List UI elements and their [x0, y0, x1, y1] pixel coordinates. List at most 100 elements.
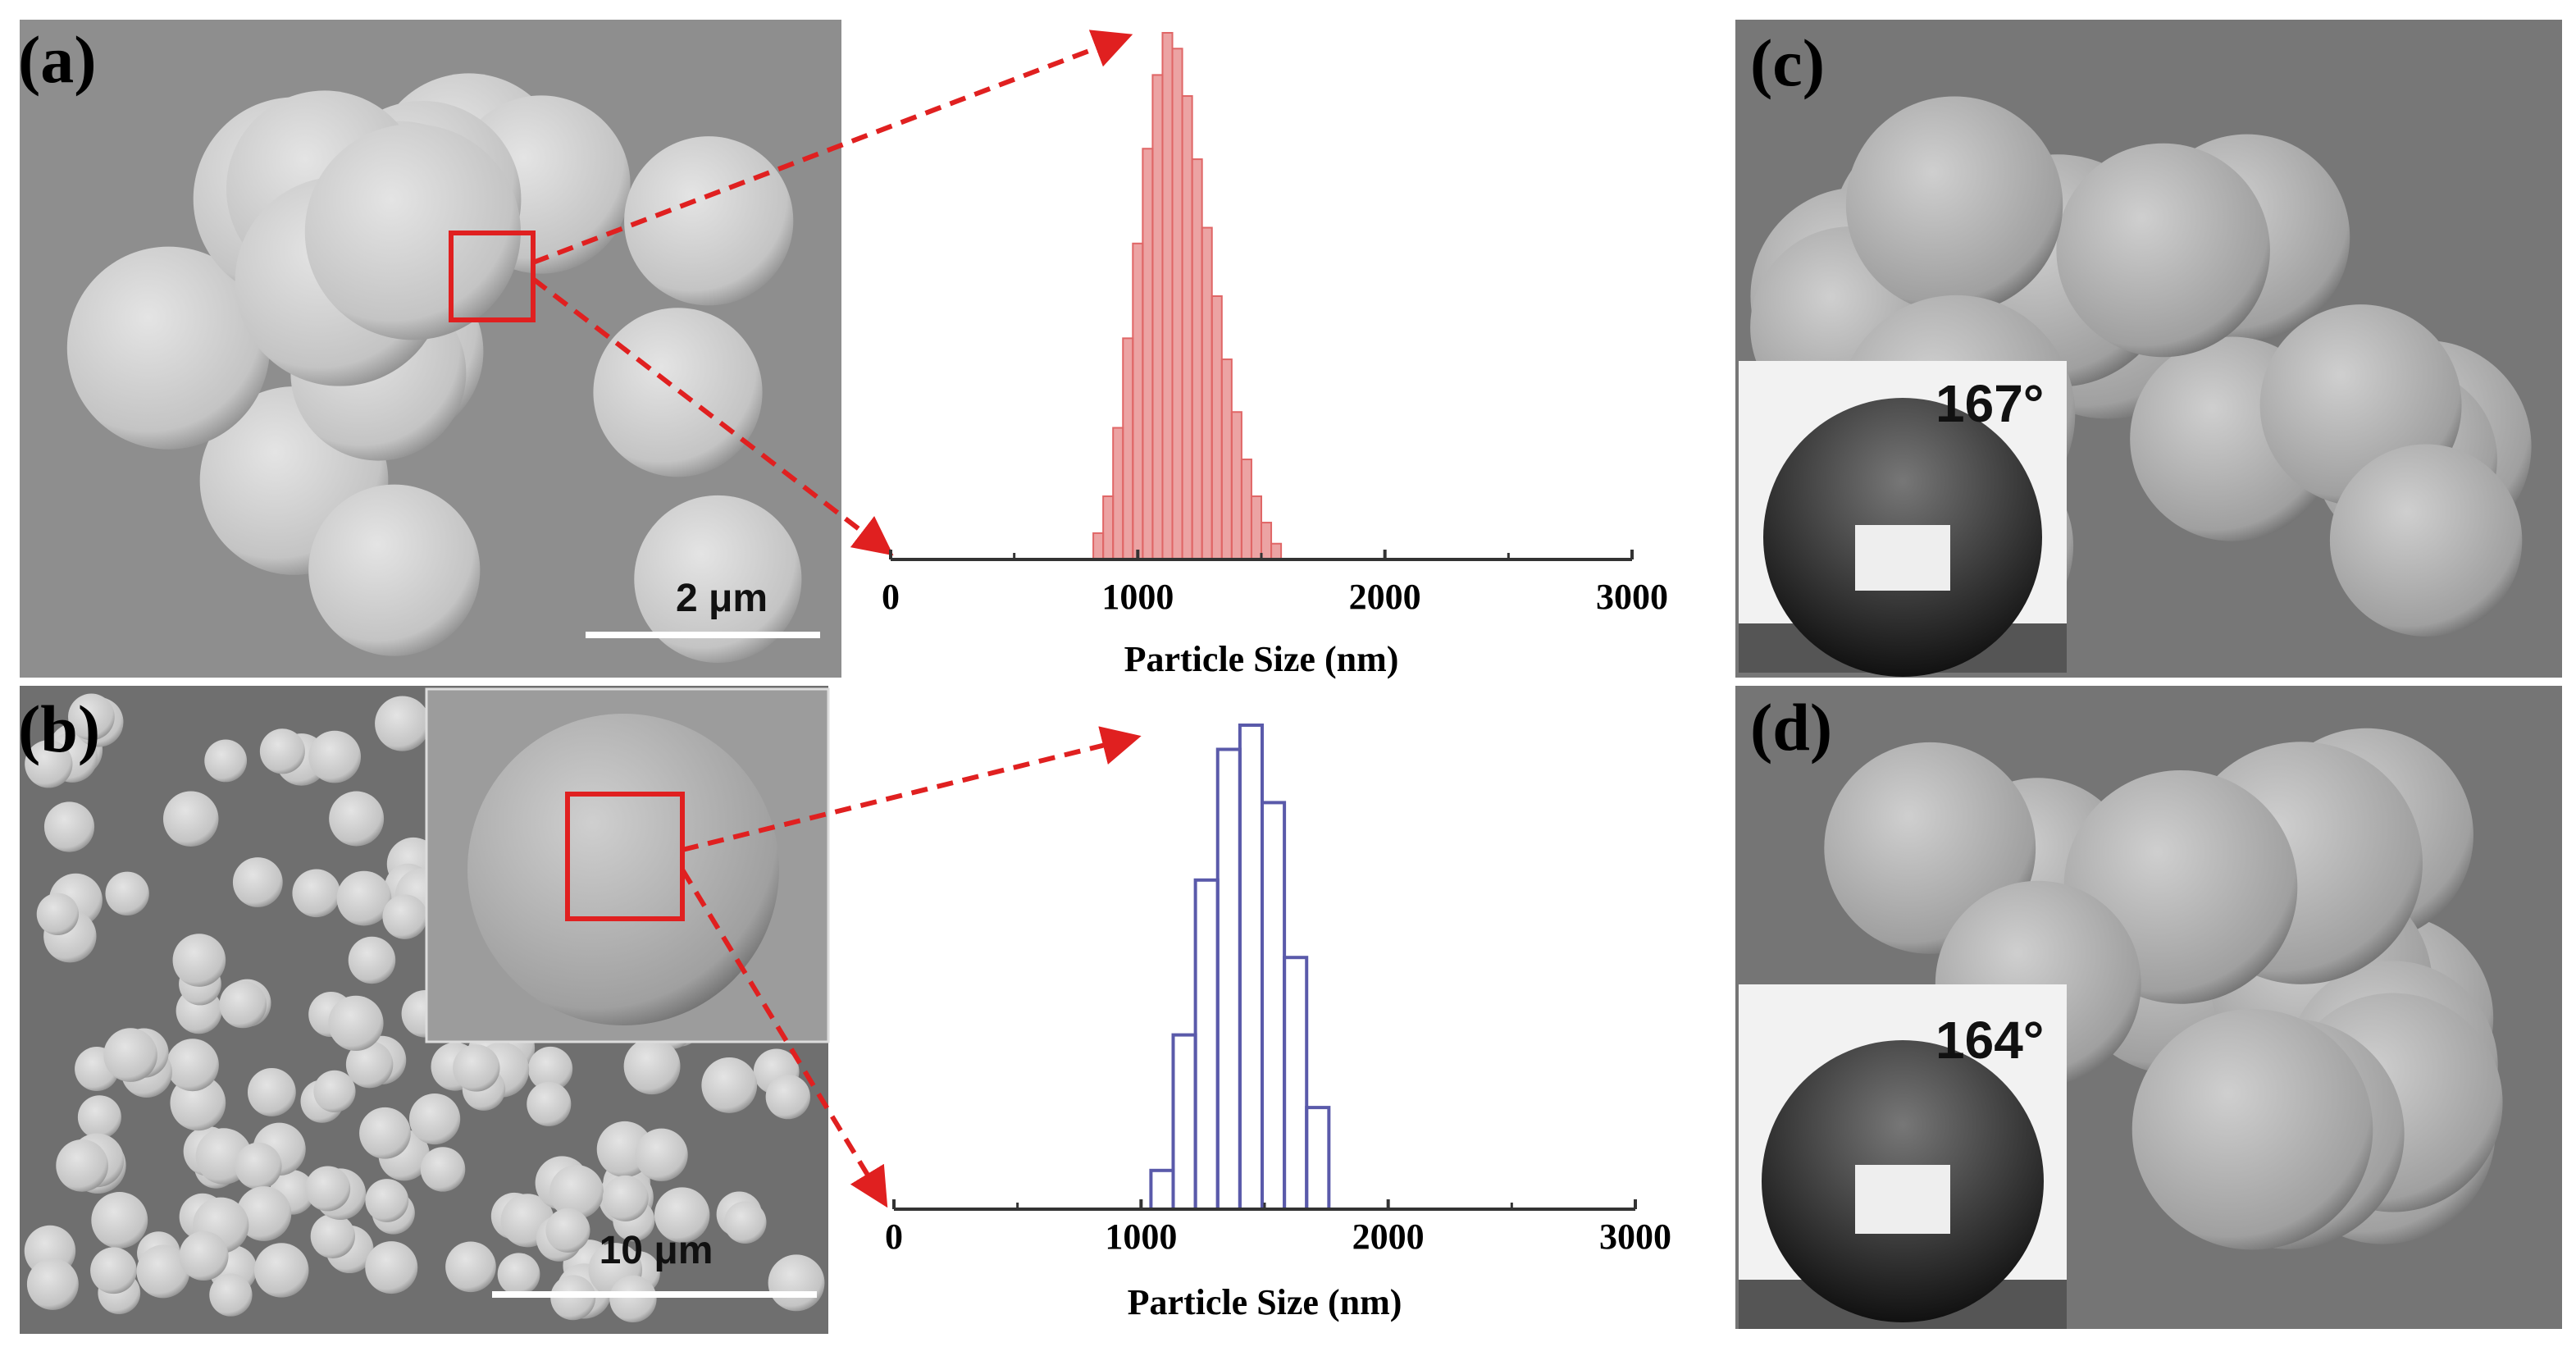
sem-particle [549, 1165, 604, 1220]
bar [1181, 95, 1193, 561]
bar [1250, 495, 1262, 561]
zoom-arrow [531, 30, 1133, 265]
sem-particle [91, 1192, 148, 1249]
bar [1151, 74, 1164, 561]
sem-particle [609, 1275, 657, 1323]
sem-particle [527, 1081, 572, 1126]
sem-particle [623, 1038, 681, 1095]
bar [1132, 242, 1144, 560]
sem-particle [723, 1201, 767, 1244]
contact-angle: 164° [1935, 1011, 2044, 1070]
x-tick-label: 2000 [1349, 577, 1421, 617]
bar [1122, 337, 1134, 560]
sem-particle [36, 893, 80, 935]
bar [1210, 295, 1223, 560]
zoom-arrow [680, 868, 888, 1208]
bar [1261, 522, 1273, 560]
bar [1201, 226, 1213, 560]
sem-particle [497, 1253, 540, 1296]
x-tick-label: 3000 [1596, 577, 1668, 617]
sem-particle [236, 1186, 292, 1241]
sem-particle [2131, 1008, 2373, 1250]
x-axis-label: Particle Size (nm) [1124, 639, 1399, 679]
sem-particle [545, 1208, 590, 1253]
sem-particle [305, 1166, 351, 1212]
sem-particle [308, 730, 362, 783]
sem-particle [329, 791, 385, 847]
bar [1270, 542, 1283, 560]
bar [1240, 459, 1252, 561]
bar [1092, 532, 1105, 561]
sem-particle [247, 1068, 296, 1116]
sem-particle [313, 1070, 356, 1112]
sem-particle [253, 1243, 309, 1298]
sem-particle [348, 936, 396, 984]
droplet-highlight [1855, 525, 1950, 591]
bar [1260, 801, 1287, 1212]
sem-particle [527, 1046, 573, 1092]
sem-particle [765, 1074, 811, 1120]
bar [1193, 878, 1220, 1212]
sem-particle [453, 1044, 500, 1092]
sem-particle [77, 1095, 121, 1139]
sem-particle [166, 1039, 219, 1092]
x-tick-label: 1000 [1105, 1217, 1177, 1257]
sem-particle [172, 934, 226, 987]
x-axis-label: Particle Size (nm) [1128, 1282, 1402, 1322]
sem-particle [292, 869, 341, 918]
bar [1149, 1168, 1175, 1212]
zoom-box [565, 792, 685, 921]
bar [1161, 32, 1174, 560]
sem-particle [420, 1147, 466, 1192]
bar [1112, 427, 1124, 560]
sem-particle [304, 124, 521, 340]
sem-particle [345, 1040, 394, 1089]
bar [1171, 1033, 1197, 1211]
x-tick-label: 0 [882, 577, 900, 617]
sem-particle [602, 1175, 649, 1221]
bar [1283, 956, 1309, 1211]
bar [1142, 148, 1154, 561]
sem-particle [179, 1230, 229, 1281]
bar [1171, 48, 1183, 560]
sem-particle [56, 1139, 108, 1192]
x-tick-label: 2000 [1352, 1217, 1425, 1257]
sem-particle [336, 870, 392, 926]
sem-particle [375, 696, 431, 751]
sem-particle [26, 1258, 79, 1310]
sem-particle [2329, 444, 2523, 637]
x-tick-label: 0 [885, 1217, 903, 1257]
sem-particle [2056, 143, 2270, 358]
bar [1238, 724, 1264, 1211]
sem-particle [162, 791, 219, 847]
panel-label: (d) [1750, 690, 1832, 765]
bar [1305, 1106, 1331, 1211]
sem-particle [701, 1057, 758, 1113]
sem-particle [90, 1247, 137, 1294]
sem-particle [382, 894, 427, 939]
sem-particle [103, 1028, 157, 1082]
sem-particle [654, 1187, 710, 1243]
x-tick-label: 1000 [1101, 577, 1174, 617]
bar [1215, 747, 1242, 1211]
sem-particle [25, 740, 73, 788]
sem-particle [365, 1241, 418, 1294]
sem-particle [365, 1179, 409, 1222]
sem-particle [68, 693, 115, 741]
bar [1102, 495, 1115, 561]
droplet-highlight [1855, 1165, 1950, 1234]
sem-particle [635, 1128, 688, 1181]
sem-particle [209, 1273, 253, 1317]
sem-particle [235, 1142, 282, 1189]
contact-angle: 167° [1935, 374, 2044, 433]
sem-particle [1845, 96, 2063, 313]
scale-bar-label: 2 μm [676, 577, 768, 620]
sem-particle [634, 495, 802, 663]
panel-label: (b) [18, 692, 100, 766]
panel-label: (c) [1750, 25, 1825, 100]
sem-particle [624, 136, 794, 306]
sem-particle [328, 995, 384, 1052]
bar [1230, 411, 1242, 560]
